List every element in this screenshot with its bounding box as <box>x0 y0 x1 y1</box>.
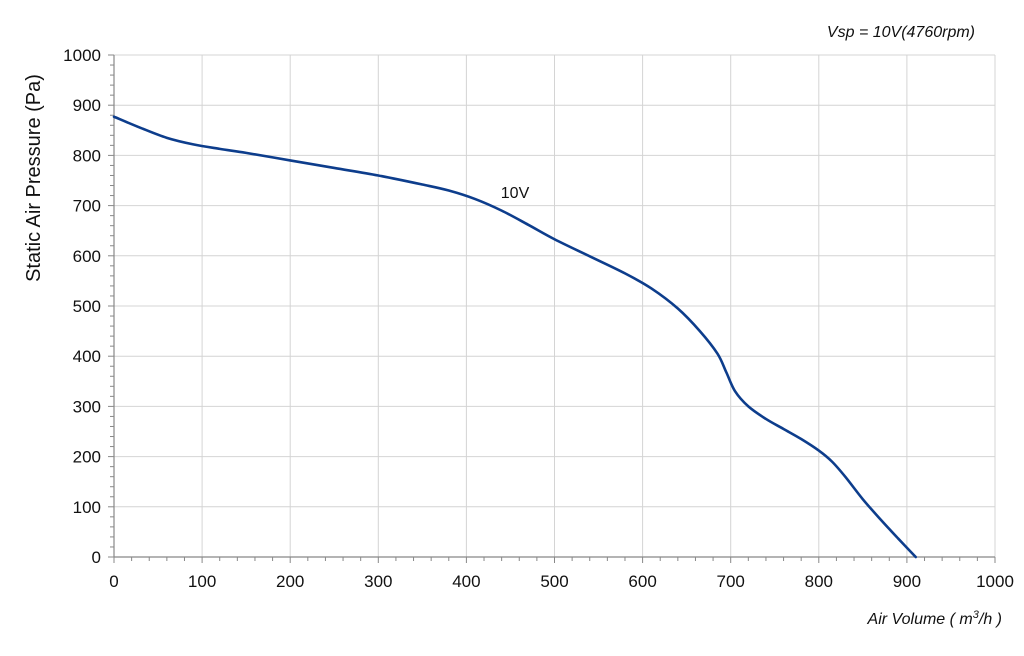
y-tick-label: 200 <box>73 448 101 467</box>
x-tick-label: 0 <box>109 572 118 591</box>
y-tick-label: 400 <box>73 347 101 366</box>
y-tick-label: 500 <box>73 297 101 316</box>
minor-ticks <box>108 54 996 563</box>
x-axis-label-prefix: Air Volume ( m <box>867 611 973 628</box>
x-tick-label: 500 <box>540 572 568 591</box>
grid-lines <box>114 54 996 557</box>
y-tick-label: 900 <box>73 96 101 115</box>
y-tick-labels: 0 100 200 300 400 500 600 700 800 900 1000 <box>63 46 101 567</box>
x-tick-labels: 0 100 200 300 400 500 600 700 800 900 1000 <box>109 572 1014 591</box>
y-tick-label: 100 <box>73 498 101 517</box>
y-tick-label: 800 <box>73 146 101 165</box>
x-tick-label: 100 <box>188 572 216 591</box>
series-label: 10V <box>501 185 530 202</box>
y-tick-label: 0 <box>92 548 101 567</box>
series-lines <box>112 115 918 559</box>
x-tick-label: 400 <box>452 572 480 591</box>
x-tick-label: 800 <box>805 572 833 591</box>
y-tick-label: 700 <box>73 197 101 216</box>
x-tick-label: 700 <box>717 572 745 591</box>
y-tick-label: 300 <box>73 397 101 416</box>
y-tick-label: 600 <box>73 247 101 266</box>
series-line-10v <box>112 115 918 559</box>
x-tick-label: 600 <box>628 572 656 591</box>
x-axis-label: Air Volume ( m3/h ) <box>867 609 1002 628</box>
y-axis-label: Static Air Pressure (Pa) <box>23 74 45 282</box>
x-tick-label: 1000 <box>976 572 1014 591</box>
y-tick-label: 1000 <box>63 46 101 65</box>
x-axis-label-sup: 3 <box>973 609 980 621</box>
x-axis-label-suffix: /h ) <box>978 611 1002 628</box>
chart-title: Vsp = 10V(4760rpm) <box>827 24 975 41</box>
x-tick-label: 200 <box>276 572 304 591</box>
x-tick-label: 900 <box>893 572 921 591</box>
x-tick-label: 300 <box>364 572 392 591</box>
